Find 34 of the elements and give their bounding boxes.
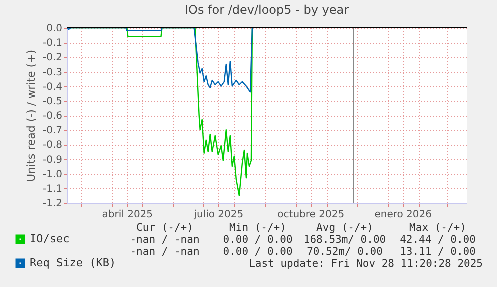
x-tick-label: octubre 2025 (278, 210, 345, 220)
y-tick-label: -0.1 (42, 38, 62, 50)
text: 0.00 / 0.00 (223, 246, 293, 258)
text: 0.00 / 0.00 (223, 234, 293, 246)
y-tick-label: -0.4 (42, 82, 62, 93)
text: 168.53m/ 0.00 (304, 234, 386, 246)
y-tick-label: -0.7 (42, 126, 62, 137)
x-tick-label: enero 2026 (374, 210, 432, 220)
y-tick-label: -1.0 (42, 169, 62, 180)
text: Min (-/+) (230, 222, 286, 234)
text: Max (-/+) (410, 222, 466, 234)
y-tick-label: -0.8 (42, 140, 62, 152)
x-tick-label: julio 2025 (193, 210, 244, 220)
y-tick-label: -1.2 (42, 198, 62, 210)
legend-label: IO/sec (30, 232, 70, 246)
text: 70.52m/ 0.00 (307, 246, 383, 258)
text: Avg (-/+) (316, 222, 374, 234)
y-tick-label: -0.9 (42, 154, 62, 166)
y-tick-label: -0.5 (42, 96, 62, 108)
y-tick-label: -1.1 (42, 184, 62, 195)
y-tick-label: 0.0 (46, 24, 62, 34)
legend-label: Req Size (KB) (30, 256, 116, 270)
chart-title: IOs for /dev/loop5 - by year (184, 3, 350, 17)
y-tick-label: -0.2 (42, 52, 62, 64)
x-tick-label: abril 2025 (102, 210, 154, 220)
y-tick-label: -0.6 (42, 111, 62, 122)
text: 13.11 / 0.00 (400, 246, 476, 258)
text: -nan / -nan (130, 246, 200, 258)
y-tick-label: -0.3 (42, 67, 62, 78)
y-axis-title: Units read (-) / write (+) (24, 50, 38, 182)
text: -nan / -nan (130, 234, 200, 246)
text: Cur (-/+) (136, 222, 194, 234)
text: Last update: Fri Nov 28 11:20:28 2025 (249, 258, 483, 270)
text: 42.44 / 0.00 (400, 234, 476, 246)
